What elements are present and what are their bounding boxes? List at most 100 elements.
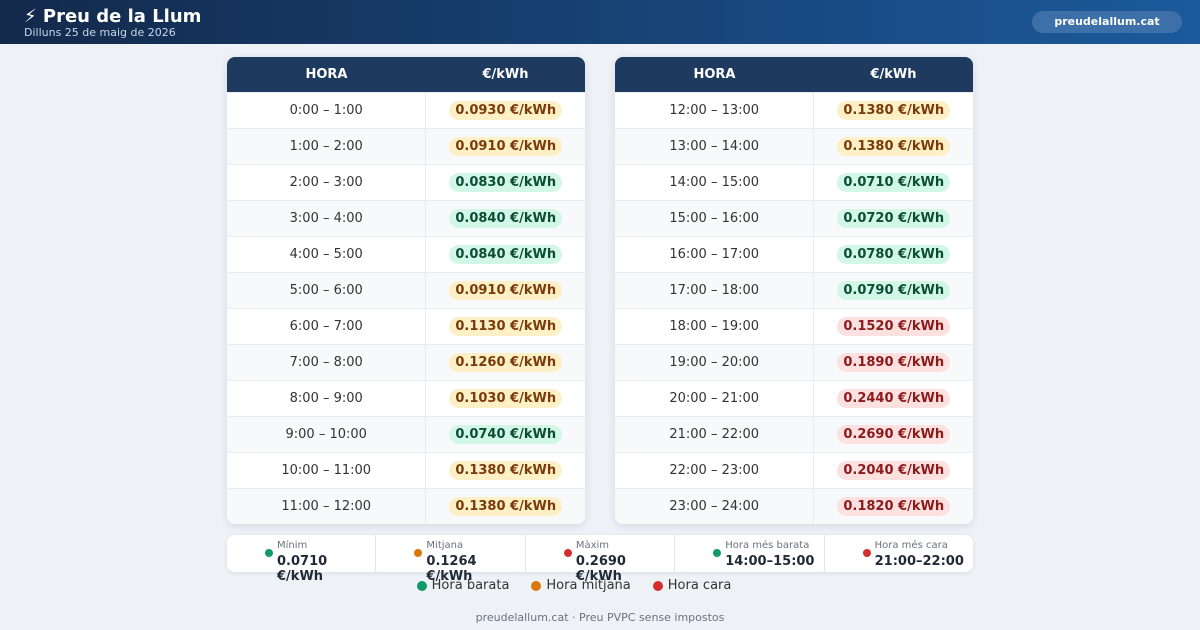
stat-dot xyxy=(414,549,423,557)
table-row: 15:00 – 16:00 0.0720 €/kWh xyxy=(615,200,973,236)
price-pill: 0.0910 €/kWh xyxy=(449,281,563,300)
price-table: HORA €/kWh 12:00 – 13:00 0.1380 €/kWh 13:00 … xyxy=(615,57,973,524)
price-pill: 0.1130 €/kWh xyxy=(449,317,563,336)
hour-cell: 13:00 – 14:00 xyxy=(615,129,815,164)
hour-cell: 8:00 – 9:00 xyxy=(227,381,427,416)
hour-cell: 19:00 – 20:00 xyxy=(615,345,815,380)
hour-cell: 0:00 – 1:00 xyxy=(227,93,427,128)
hour-cell: 21:00 – 22:00 xyxy=(615,417,815,452)
price-cell: 0.0710 €/kWh xyxy=(814,165,973,200)
price-table: HORA €/kWh 0:00 – 1:00 0.0930 €/kWh 1:00 – 2… xyxy=(227,57,585,524)
price-pill: 0.0930 €/kWh xyxy=(449,101,563,120)
legend-item: Hora barata xyxy=(416,578,510,593)
price-cell: 0.1520 €/kWh xyxy=(814,309,973,344)
table-row: 20:00 – 21:00 0.2440 €/kWh xyxy=(615,380,973,416)
price-pill: 0.1380 €/kWh xyxy=(449,497,563,516)
column-header: €/kWh xyxy=(870,67,917,82)
price-cell: 0.0930 €/kWh xyxy=(426,93,585,128)
legend-dot xyxy=(531,580,542,591)
table-row: 10:00 – 11:00 0.1380 €/kWh xyxy=(227,452,585,488)
stat-dot xyxy=(713,549,722,557)
table-row: 19:00 – 20:00 0.1890 €/kWh xyxy=(615,344,973,380)
price-pill: 0.2690 €/kWh xyxy=(837,425,951,444)
price-cell: 0.1260 €/kWh xyxy=(426,345,585,380)
hour-cell: 10:00 – 11:00 xyxy=(227,453,427,488)
legend-label: Hora mitjana xyxy=(546,578,631,593)
table-row: 23:00 – 24:00 0.1820 €/kWh xyxy=(615,488,973,524)
price-pill: 0.0740 €/kWh xyxy=(449,425,563,444)
table-row: 2:00 – 3:00 0.0830 €/kWh xyxy=(227,164,585,200)
stat: Mitjana 0.1264 €/kWh xyxy=(375,535,524,584)
hour-cell: 11:00 – 12:00 xyxy=(227,489,427,524)
subtitle: Dilluns 25 de maig de 2026 xyxy=(24,26,176,39)
table-row: 17:00 – 18:00 0.0790 €/kWh xyxy=(615,272,973,308)
hour-cell: 15:00 – 16:00 xyxy=(615,201,815,236)
stat-label: Hora més cara xyxy=(874,540,948,551)
table-row: 5:00 – 6:00 0.0910 €/kWh xyxy=(227,272,585,308)
stat-value: 14:00–15:00 xyxy=(725,554,815,569)
price-cell: 0.0830 €/kWh xyxy=(426,165,585,200)
price-cell: 0.0790 €/kWh xyxy=(814,273,973,308)
table-header: HORA €/kWh xyxy=(615,57,973,92)
legend-label: Hora cara xyxy=(667,578,732,593)
price-cell: 0.1380 €/kWh xyxy=(814,129,973,164)
table-row: 16:00 – 17:00 0.0780 €/kWh xyxy=(615,236,973,272)
title: ⚡ Preu de la Llum xyxy=(24,6,202,27)
legend-label: Hora barata xyxy=(431,578,510,593)
stat-label: Mínim xyxy=(277,540,308,551)
price-cell: 0.2040 €/kWh xyxy=(814,453,973,488)
price-cell: 0.0780 €/kWh xyxy=(814,237,973,272)
table-row: 11:00 – 12:00 0.1380 €/kWh xyxy=(227,488,585,524)
site-button[interactable]: preudelallum.cat xyxy=(1032,11,1182,33)
price-pill: 0.0840 €/kWh xyxy=(449,245,563,264)
table-row: 0:00 – 1:00 0.0930 €/kWh xyxy=(227,92,585,128)
table-row: 12:00 – 13:00 0.1380 €/kWh xyxy=(615,92,973,128)
table-row: 1:00 – 2:00 0.0910 €/kWh xyxy=(227,128,585,164)
price-pill: 0.0720 €/kWh xyxy=(837,209,951,228)
price-pill: 0.1380 €/kWh xyxy=(449,461,563,480)
stat-label: Màxim xyxy=(575,540,610,551)
price-pill: 0.0710 €/kWh xyxy=(837,173,951,192)
price-pill: 0.0840 €/kWh xyxy=(449,209,563,228)
table-row: 3:00 – 4:00 0.0840 €/kWh xyxy=(227,200,585,236)
hour-cell: 2:00 – 3:00 xyxy=(227,165,427,200)
price-pill: 0.1260 €/kWh xyxy=(449,353,563,372)
table-row: 4:00 – 5:00 0.0840 €/kWh xyxy=(227,236,585,272)
price-pill: 0.1820 €/kWh xyxy=(837,497,951,516)
stat: Hora més cara 21:00–22:00 xyxy=(823,535,973,572)
hour-cell: 23:00 – 24:00 xyxy=(615,489,815,524)
hour-cell: 4:00 – 5:00 xyxy=(227,237,427,272)
price-pill: 0.2440 €/kWh xyxy=(837,389,951,408)
price-pill: 0.1380 €/kWh xyxy=(837,137,951,156)
price-cell: 0.2440 €/kWh xyxy=(814,381,973,416)
hour-cell: 20:00 – 21:00 xyxy=(615,381,815,416)
legend-item: Hora cara xyxy=(652,578,732,593)
hour-cell: 14:00 – 15:00 xyxy=(615,165,815,200)
table-row: 21:00 – 22:00 0.2690 €/kWh xyxy=(615,416,973,452)
table-row: 6:00 – 7:00 0.1130 €/kWh xyxy=(227,308,585,344)
price-cell: 0.0910 €/kWh xyxy=(426,129,585,164)
stat-label: Mitjana xyxy=(426,540,464,551)
price-pill: 0.2040 €/kWh xyxy=(837,461,951,480)
price-pill: 0.0830 €/kWh xyxy=(449,173,563,192)
legend: Hora barata Hora mitjana Hora cara xyxy=(0,578,1148,593)
hour-cell: 16:00 – 17:00 xyxy=(615,237,815,272)
column-header: €/kWh xyxy=(482,67,529,82)
price-pill: 0.1380 €/kWh xyxy=(837,101,951,120)
price-pill: 0.1030 €/kWh xyxy=(449,389,563,408)
stat-dot xyxy=(862,549,871,557)
hour-cell: 12:00 – 13:00 xyxy=(615,93,815,128)
stat-label: Hora més barata xyxy=(725,540,810,551)
hour-cell: 7:00 – 8:00 xyxy=(227,345,427,380)
legend-item: Hora mitjana xyxy=(531,578,631,593)
price-pill: 0.1520 €/kWh xyxy=(837,317,951,336)
table-header: HORA €/kWh xyxy=(227,57,585,92)
hour-cell: 22:00 – 23:00 xyxy=(615,453,815,488)
stat-dot xyxy=(265,549,273,557)
price-cell: 0.2690 €/kWh xyxy=(814,417,973,452)
hour-cell: 17:00 – 18:00 xyxy=(615,273,815,308)
legend-dot xyxy=(416,580,427,591)
table-row: 22:00 – 23:00 0.2040 €/kWh xyxy=(615,452,973,488)
stat: Hora més barata 14:00–15:00 xyxy=(674,535,823,572)
